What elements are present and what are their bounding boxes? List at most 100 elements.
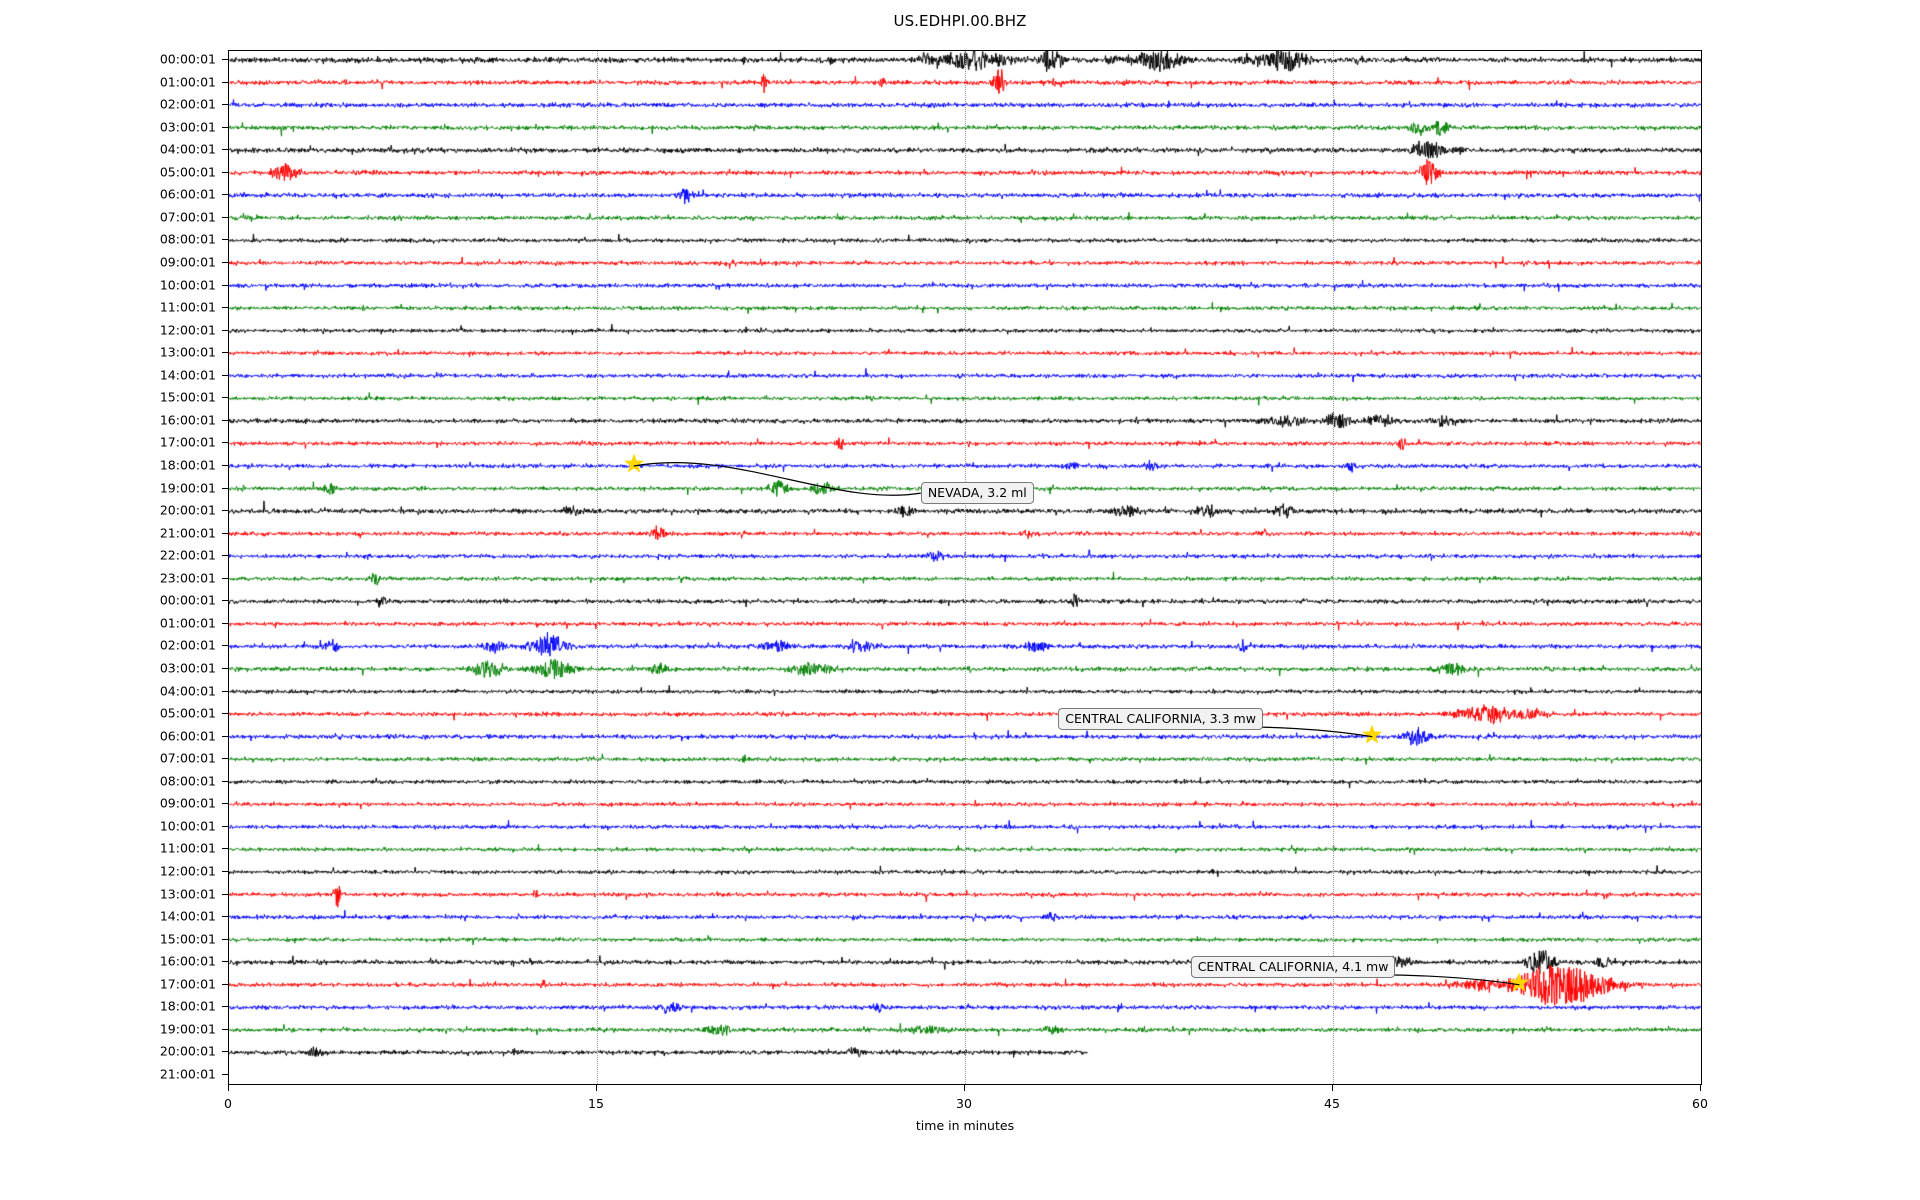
y-axis-tick-mark — [222, 555, 229, 557]
y-axis-tick-label: 10:00:01 — [159, 818, 216, 834]
x-axis-tick-mark — [1332, 1085, 1333, 1091]
y-axis-tick-mark — [222, 104, 229, 106]
gridline — [1333, 51, 1334, 1084]
y-axis-tick-mark — [222, 983, 229, 985]
y-axis-tick-mark — [222, 126, 229, 128]
y-axis-tick-mark — [222, 419, 229, 421]
y-axis-tick-mark — [222, 916, 229, 918]
y-axis-tick-label: 21:00:01 — [159, 525, 216, 541]
x-axis-tick-label: 60 — [1692, 1096, 1708, 1111]
y-axis-tick-mark — [222, 465, 229, 466]
y-axis-tick-mark — [222, 194, 229, 196]
y-axis-tick-mark — [222, 374, 229, 376]
y-axis-tick-label: 02:00:01 — [159, 637, 216, 653]
x-axis-tick-label: 45 — [1324, 1096, 1340, 1111]
y-axis-tick-label: 02:00:01 — [159, 96, 216, 112]
y-axis-tick-label: 13:00:01 — [159, 344, 216, 360]
y-axis-tick-label: 05:00:01 — [159, 164, 216, 180]
y-axis-tick-label: 11:00:01 — [159, 840, 216, 856]
y-axis-tick-label: 17:00:01 — [159, 434, 216, 450]
y-axis-tick-label: 01:00:01 — [159, 615, 216, 631]
y-axis-tick-label: 06:00:01 — [159, 186, 216, 202]
y-axis-tick-label: 06:00:01 — [159, 728, 216, 744]
y-axis-tick-label: 15:00:01 — [159, 389, 216, 405]
y-axis-tick-label: 11:00:01 — [159, 299, 216, 315]
gridline — [965, 51, 966, 1084]
y-axis-tick-mark — [222, 284, 229, 286]
y-axis-tick-mark — [222, 1006, 229, 1008]
x-axis-tick-mark — [964, 1085, 965, 1091]
y-axis-tick-mark — [222, 645, 229, 647]
y-axis-tick-label: 07:00:01 — [159, 750, 216, 766]
y-axis-tick-mark — [222, 510, 229, 512]
y-axis-tick-label: 12:00:01 — [159, 322, 216, 338]
y-axis-tick-mark — [222, 961, 229, 963]
y-axis-tick-labels: 00:00:01 01:00:01 02:00:01 03:00:01 04:00:01… — [0, 50, 216, 1085]
y-axis-tick-label: 16:00:01 — [159, 412, 216, 428]
y-axis-tick-label: 14:00:01 — [159, 367, 216, 383]
y-axis-tick-label: 12:00:01 — [159, 863, 216, 879]
x-axis-title: time in minutes — [915, 1118, 1015, 1133]
plot-area: NEVADA, 3.2 ml CENTRAL CALIFORNIA, 3.3 mw… — [228, 50, 1702, 1085]
y-axis-tick-label: 07:00:01 — [159, 209, 216, 225]
y-axis-tick-mark — [222, 577, 229, 579]
y-axis-tick-mark — [222, 397, 229, 399]
y-axis-tick-mark — [222, 758, 229, 760]
y-axis-tick-label: 04:00:01 — [159, 141, 216, 157]
y-axis-tick-mark — [222, 1028, 229, 1030]
x-axis-tick-label: 30 — [956, 1096, 972, 1111]
y-axis-tick-mark — [222, 893, 229, 895]
y-axis-tick-mark — [222, 81, 229, 83]
y-axis-tick-label: 08:00:01 — [159, 231, 216, 247]
y-axis-tick-label: 01:00:01 — [159, 74, 216, 90]
y-axis-tick-mark — [222, 848, 229, 850]
y-axis-tick-label: 17:00:01 — [159, 976, 216, 992]
y-axis-tick-mark — [222, 171, 229, 173]
y-axis-tick-mark — [222, 735, 229, 737]
page-title: US.EDHPI.00.BHZ — [893, 12, 1027, 30]
y-axis-tick-mark — [222, 442, 229, 444]
y-axis-tick-label: 13:00:01 — [159, 886, 216, 902]
x-axis-tick-labels: 0 15 30 45 60 — [224, 1088, 1708, 1118]
event-annotation-central-california-41-event[interactable]: CENTRAL CALIFORNIA, 4.1 mw — [1190, 955, 1396, 978]
y-axis-tick-mark — [222, 352, 229, 354]
y-axis-tick-label: 10:00:01 — [159, 277, 216, 293]
y-axis-tick-mark — [222, 600, 229, 602]
y-axis-tick-mark — [222, 1074, 229, 1075]
y-axis-tick-mark — [222, 532, 229, 534]
x-axis-tick-mark — [1700, 1085, 1701, 1091]
y-axis-tick-label: 08:00:01 — [159, 773, 216, 789]
x-axis-tick-mark — [228, 1085, 229, 1091]
event-annotation-central-california-33-event[interactable]: CENTRAL CALIFORNIA, 3.3 mw — [1058, 707, 1263, 730]
event-annotation-nevada-event[interactable]: NEVADA, 3.2 ml — [920, 482, 1034, 505]
y-axis-tick-label: 20:00:01 — [159, 1043, 216, 1059]
y-axis-tick-label: 04:00:01 — [159, 683, 216, 699]
y-axis-tick-label: 03:00:01 — [159, 660, 216, 676]
y-axis-tick-mark — [222, 871, 229, 872]
y-axis-tick-mark — [222, 216, 229, 218]
y-axis-tick-label: 05:00:01 — [159, 705, 216, 721]
gridline — [597, 51, 598, 1084]
y-axis-tick-mark — [222, 487, 229, 489]
y-axis-tick-label: 16:00:01 — [159, 953, 216, 969]
y-axis-tick-label: 22:00:01 — [159, 547, 216, 563]
y-axis-tick-mark — [222, 59, 229, 60]
x-axis-tick-label: 0 — [224, 1096, 232, 1111]
y-axis-tick-mark — [222, 307, 229, 309]
y-axis-tick-label: 23:00:01 — [159, 570, 216, 586]
y-axis-tick-label: 15:00:01 — [159, 931, 216, 947]
y-axis-tick-label: 00:00:01 — [159, 51, 216, 67]
y-axis-tick-label: 20:00:01 — [159, 502, 216, 518]
y-axis-tick-mark — [222, 262, 229, 263]
y-axis-tick-mark — [222, 239, 229, 241]
y-axis-tick-label: 00:00:01 — [159, 592, 216, 608]
y-axis-tick-mark — [222, 622, 229, 624]
y-axis-tick-label: 19:00:01 — [159, 1021, 216, 1037]
y-axis-tick-mark — [222, 668, 229, 669]
y-axis-tick-label: 19:00:01 — [159, 480, 216, 496]
x-axis-tick-marks — [228, 1085, 1702, 1095]
y-axis-tick-label: 09:00:01 — [159, 795, 216, 811]
y-axis-tick-mark — [222, 1051, 229, 1053]
y-axis-tick-mark — [222, 149, 229, 151]
